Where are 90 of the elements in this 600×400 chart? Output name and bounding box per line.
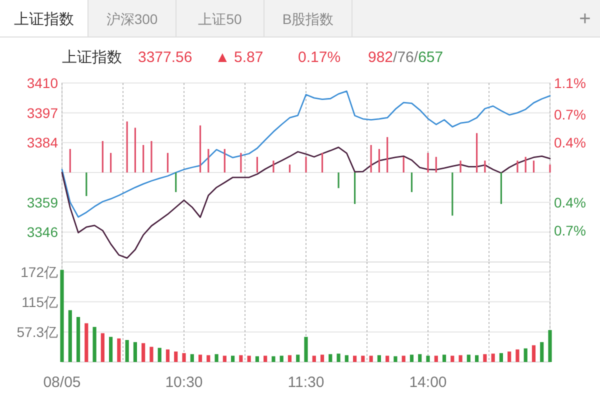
y-tick-label: 172亿 — [20, 264, 58, 280]
bar — [394, 356, 398, 362]
bar — [312, 356, 316, 362]
y-tick-label: 3359 — [26, 194, 58, 210]
bar — [483, 354, 487, 362]
bar — [516, 349, 520, 362]
text: 982/76/657 — [368, 49, 444, 66]
y2-tick-label: 0.7% — [554, 106, 586, 122]
bar — [434, 356, 438, 362]
bar — [475, 355, 479, 362]
bar — [247, 356, 251, 362]
bar — [288, 355, 292, 362]
y-tick-label: 3346 — [26, 224, 58, 240]
bar — [336, 354, 340, 362]
bar — [442, 354, 446, 362]
text: ▲ 5.87 — [215, 49, 264, 66]
y2-tick-label: 0.7% — [554, 222, 586, 239]
bar — [174, 352, 178, 362]
bar — [410, 354, 414, 362]
y-tick-label: 115亿 — [22, 294, 58, 310]
bar — [231, 356, 235, 362]
bar — [353, 356, 357, 362]
bar — [125, 340, 129, 362]
bar — [166, 349, 170, 362]
bar — [369, 356, 373, 362]
y-tick-label: 3397 — [26, 104, 58, 121]
bar — [68, 310, 72, 362]
text: B股指数 — [282, 11, 334, 27]
bar — [206, 355, 210, 362]
bar — [214, 354, 218, 362]
bar — [142, 343, 146, 362]
bar — [255, 356, 259, 362]
bar — [133, 342, 137, 362]
bar — [386, 356, 390, 362]
text: 沪深300 — [106, 11, 158, 27]
bar — [239, 355, 243, 362]
bar — [60, 270, 64, 362]
bar — [548, 330, 552, 362]
bar — [84, 323, 88, 362]
bar — [361, 356, 365, 362]
bar — [524, 348, 528, 362]
bar — [320, 354, 324, 362]
x-tick-label: 10:30 — [165, 374, 203, 391]
bar — [264, 356, 268, 362]
bar — [450, 356, 454, 362]
bar — [328, 354, 332, 362]
x-tick-label: 11:30 — [288, 374, 324, 391]
bar — [377, 355, 381, 362]
text: 上证50 — [198, 11, 242, 27]
bar — [304, 336, 308, 362]
bar — [296, 354, 300, 362]
bar — [76, 316, 80, 362]
bar — [466, 354, 470, 362]
y2-tick-label: 1.1% — [554, 75, 586, 91]
bar — [426, 356, 430, 362]
bar — [100, 333, 104, 362]
bar — [182, 353, 186, 362]
bar — [280, 356, 284, 362]
text: 上证指数 — [62, 49, 122, 66]
y2-tick-label: 0.4% — [554, 134, 586, 151]
bar — [491, 354, 495, 362]
bar — [458, 355, 462, 362]
text: + — [579, 8, 591, 30]
y2-tick-label: 0.4% — [554, 194, 586, 210]
y-tick-label: 57.3亿 — [16, 324, 58, 340]
text: 0.17% — [298, 49, 341, 66]
bar — [418, 354, 422, 362]
bar — [109, 336, 113, 362]
y-tick-label: 3384 — [26, 134, 58, 151]
bar — [402, 356, 406, 362]
bar — [540, 342, 544, 362]
bar — [198, 354, 202, 362]
bar — [344, 355, 348, 362]
line-series — [61, 90, 551, 218]
y-tick-label: 3410 — [26, 75, 58, 91]
bar — [150, 346, 154, 362]
bar — [92, 326, 96, 362]
bar — [158, 348, 162, 362]
bar — [508, 352, 512, 362]
bar — [117, 338, 121, 362]
bar — [222, 356, 226, 362]
line-series — [61, 146, 551, 259]
bar — [499, 353, 503, 362]
bar — [532, 345, 536, 362]
text: 3377.56 — [138, 49, 192, 66]
x-tick-label: 08/05 — [43, 374, 81, 391]
text: 上证指数 — [14, 11, 74, 28]
bar — [272, 356, 276, 362]
x-tick-label: 14:00 — [409, 374, 447, 391]
bar — [190, 354, 194, 362]
